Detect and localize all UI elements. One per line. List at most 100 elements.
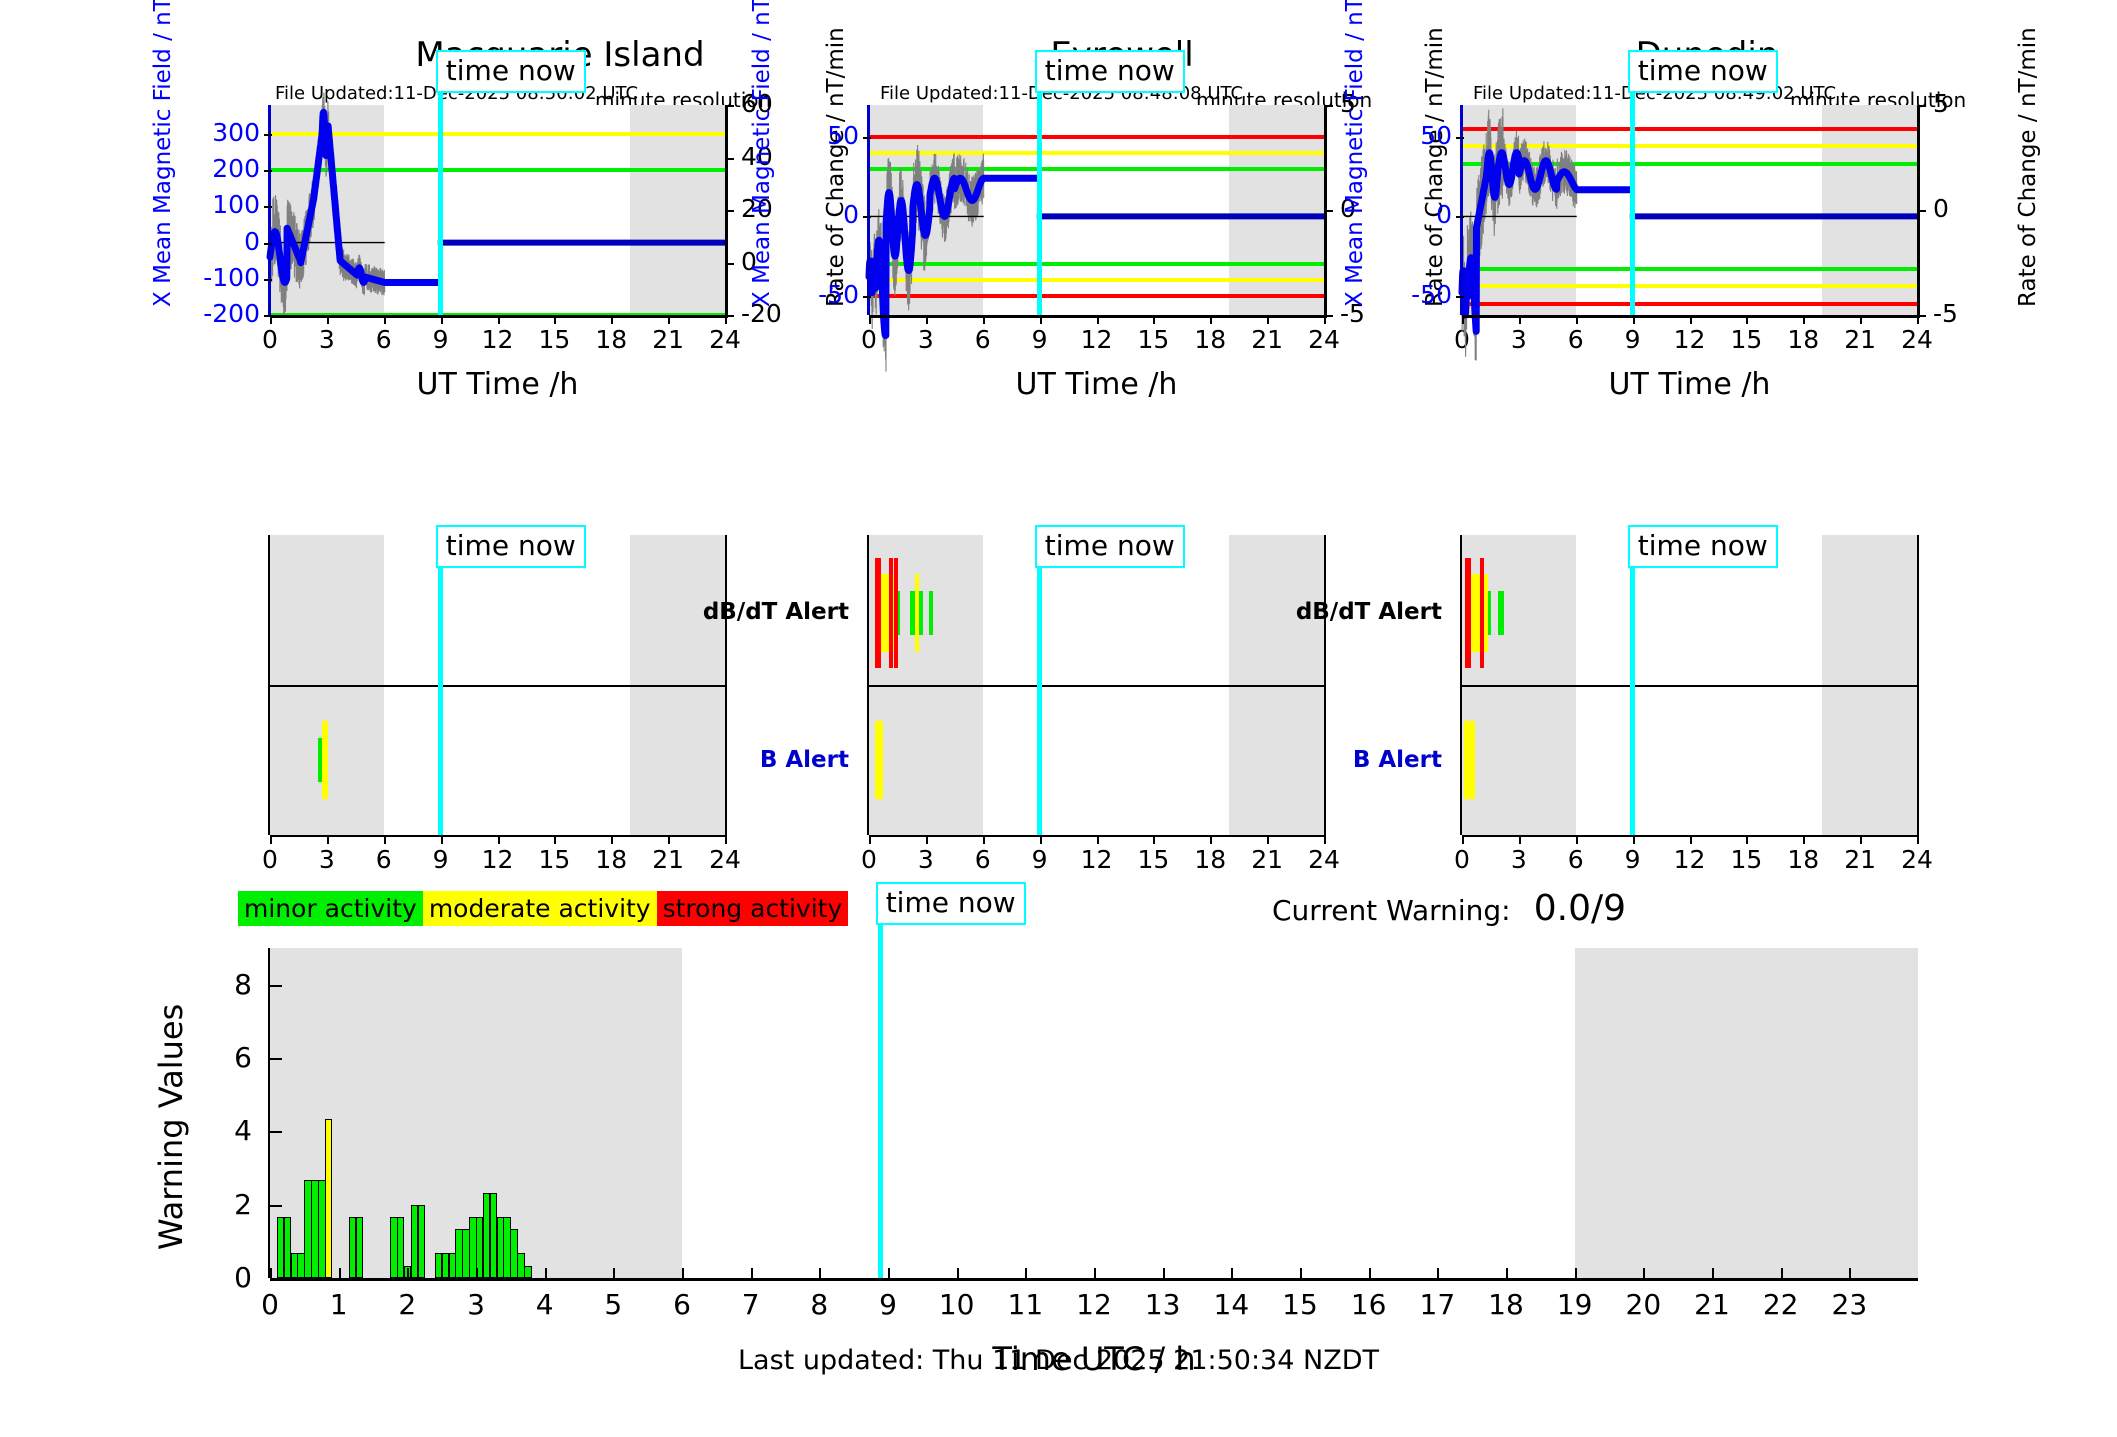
time-now-badge: time now (435, 50, 586, 93)
legend-item-moderate: moderate activity (422, 891, 657, 926)
right-tick-label: -20 (741, 299, 782, 328)
tick-mark (863, 295, 871, 298)
x-tick-label: 24 (1308, 325, 1340, 354)
tick-mark (1518, 315, 1521, 324)
right-tick-label: -5 (1340, 299, 1365, 328)
tick-mark (554, 835, 557, 844)
time-now-badge: time now (1627, 50, 1778, 93)
x-tick-label: 3 (1510, 325, 1527, 354)
tick-mark (725, 157, 734, 160)
threshold-line (869, 278, 1324, 282)
tick-mark (1324, 105, 1333, 107)
tick-mark (264, 206, 272, 209)
time-now-badge: time now (435, 525, 586, 568)
tick-mark (1096, 315, 1099, 324)
x-tick-label: 9 (1624, 325, 1641, 354)
warning-x-tick: 13 (1144, 1288, 1181, 1321)
tick-mark (270, 1131, 282, 1134)
time-now-badge: time now (875, 882, 1026, 925)
tick-mark (725, 315, 727, 324)
tick-mark (270, 1278, 282, 1280)
left-tick-label: -100 (203, 262, 260, 292)
tick-mark (611, 835, 614, 844)
right-tick-label: 0 (1340, 194, 1356, 223)
tick-mark (869, 835, 871, 844)
tick-mark (270, 315, 272, 324)
x-tick-label: 15 (538, 845, 571, 874)
right-tick-label: 60 (741, 89, 773, 118)
tick-mark (613, 1268, 616, 1280)
tick-mark (1456, 216, 1464, 219)
threshold-line (270, 131, 725, 136)
right-axis-label: Rate of Change / nT/min (823, 27, 849, 307)
alert-band-minor (928, 591, 933, 635)
tick-mark (1094, 1268, 1096, 1280)
x-tick-label: 0 (861, 845, 877, 874)
left-tick-label: 0 (1436, 200, 1452, 230)
warning-x-tick: 9 (879, 1288, 897, 1321)
warning-y-tick: 2 (234, 1187, 252, 1221)
tick-mark (1574, 1268, 1577, 1280)
tick-mark (270, 984, 282, 987)
tick-mark (1456, 136, 1464, 139)
warning-bar (355, 1216, 364, 1278)
tick-mark (440, 315, 443, 324)
x-tick-label: 15 (1730, 845, 1763, 874)
left-tick-label: 50 (1420, 120, 1452, 150)
x-tick-label: 3 (318, 845, 335, 874)
b-alert-label: B Alert (1352, 747, 1442, 773)
tick-mark (1643, 1268, 1646, 1280)
tick-mark (544, 1268, 547, 1280)
warning-x-tick: 19 (1556, 1288, 1593, 1321)
warning-bar (517, 1253, 525, 1278)
tick-mark (1324, 835, 1326, 844)
tick-mark (668, 315, 671, 324)
warning-x-tick: 4 (535, 1288, 554, 1321)
warning-y-tick: 0 (234, 1261, 252, 1294)
tick-mark (750, 1268, 753, 1280)
alert-band-moderate (914, 574, 919, 652)
warning-bar (524, 1265, 532, 1278)
x-tick-label: 0 (861, 325, 877, 354)
time-now-line (437, 525, 443, 835)
tick-mark (1632, 835, 1635, 844)
x-tick-label: 9 (432, 325, 449, 354)
warning-x-tick: 17 (1419, 1288, 1456, 1321)
left-tick-label: 0 (244, 226, 260, 256)
tick-mark (982, 315, 985, 324)
dbdt-alert-label: dB/dT Alert (1295, 599, 1442, 625)
warning-bar (324, 1119, 333, 1278)
tick-mark (682, 1268, 684, 1280)
x-tick-label: 0 (262, 325, 278, 354)
tick-mark (1210, 835, 1213, 844)
tick-mark (956, 1268, 959, 1280)
alert-row-divider (869, 685, 1324, 687)
x-tick-label: 12 (1673, 845, 1706, 874)
time-now-line (877, 923, 883, 1278)
alert-band-minor (1498, 591, 1504, 635)
warning-x-tick: 3 (467, 1288, 485, 1321)
legend-item-minor: minor activity (238, 891, 423, 926)
warning-x-tick: 22 (1762, 1288, 1799, 1321)
tick-mark (888, 1268, 890, 1280)
warning-x-tick: 11 (1007, 1288, 1044, 1321)
x-tick-label: 6 (974, 325, 991, 354)
tick-mark (1324, 210, 1333, 212)
tick-mark (264, 133, 272, 136)
alert-row-divider (1462, 685, 1917, 687)
tick-mark (1917, 315, 1919, 324)
x-tick-label: 18 (1194, 845, 1227, 874)
left-axis-label: X Mean Magnetic Field / nT (150, 0, 176, 307)
tick-mark (925, 835, 928, 844)
axis-spine (725, 535, 727, 835)
tick-mark (1462, 835, 1464, 844)
tick-mark (611, 315, 614, 324)
x-tick-label: 3 (917, 845, 934, 874)
tick-mark (1575, 835, 1578, 844)
warning-x-tick: 1 (329, 1288, 348, 1321)
left-tick-label: -200 (203, 299, 260, 328)
night-shade (1822, 105, 1917, 315)
threshold-line (1462, 161, 1917, 166)
x-tick-label: 12 (481, 845, 514, 874)
warning-x-tick: 10 (938, 1288, 975, 1321)
